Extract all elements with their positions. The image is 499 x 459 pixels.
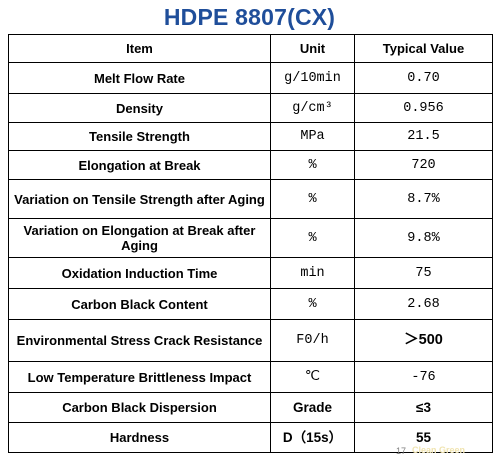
header-item: Item [8, 34, 271, 63]
document-title: HDPE 8807(CX) [163, 4, 336, 30]
cell-value: 0.956 [354, 93, 493, 123]
table-row: Melt Flow Rate g/10min 0.70 [8, 62, 493, 94]
cell-item: Environmental Stress Crack Resistance [8, 319, 271, 362]
cell-item: Variation on Tensile Strength after Agin… [8, 179, 271, 219]
table-row: Carbon Black Content % 2.68 [8, 288, 493, 320]
watermark-logo: Clean Green [412, 445, 466, 455]
cell-value: -76 [354, 361, 493, 393]
cell-unit: MPa [270, 122, 355, 151]
cell-value: 2.68 [354, 288, 493, 320]
cell-unit: ℃ [270, 361, 355, 393]
cell-item: Density [8, 93, 271, 123]
cell-unit: F0/h [270, 319, 355, 362]
cell-item: Elongation at Break [8, 150, 271, 180]
cell-value: 75 [354, 257, 493, 289]
cell-unit: % [270, 288, 355, 320]
cell-unit: min [270, 257, 355, 289]
cell-value: ＞500 [354, 319, 493, 362]
cell-unit: Grade [270, 392, 355, 423]
table-row: Density g/cm³ 0.956 [8, 93, 493, 123]
table-row: Carbon Black Dispersion Grade ≤3 [8, 392, 493, 423]
cell-value: 21.5 [354, 122, 493, 151]
cell-item: Melt Flow Rate [8, 62, 271, 94]
cell-value: ≤3 [354, 392, 493, 423]
table-row: Hardness D（15s） 55 [8, 422, 493, 453]
table-row: Elongation at Break % 720 [8, 150, 493, 180]
cell-item: Tensile Strength [8, 122, 271, 151]
cell-value: 8.7% [354, 179, 493, 219]
table-header-row: Item Unit Typical Value [8, 34, 493, 63]
cell-unit: % [270, 150, 355, 180]
cell-item: Carbon Black Content [8, 288, 271, 320]
cell-value: 55 [354, 422, 493, 453]
table-row: Oxidation Induction Time min 75 [8, 257, 493, 289]
cell-value: 9.8% [354, 218, 493, 258]
cell-item: Carbon Black Dispersion [8, 392, 271, 423]
cell-value: 0.70 [354, 62, 493, 94]
page-number: 17 [396, 446, 407, 456]
cell-unit: g/10min [270, 62, 355, 94]
table-row: Environmental Stress Crack Resistance F0… [8, 319, 493, 362]
cell-unit: D（15s） [270, 422, 355, 453]
table-row: Tensile Strength MPa 21.5 [8, 122, 493, 151]
cell-unit: g/cm³ [270, 93, 355, 123]
properties-table: Item Unit Typical Value Melt Flow Rate g… [8, 34, 493, 453]
cell-value: 720 [354, 150, 493, 180]
header-unit: Unit [270, 34, 355, 63]
table-row: Variation on Tensile Strength after Agin… [8, 179, 493, 219]
cell-item: Oxidation Induction Time [8, 257, 271, 289]
cell-item: Variation on Elongation at Break after A… [8, 218, 271, 258]
cell-item: Hardness [8, 422, 271, 453]
header-typical-value: Typical Value [354, 34, 493, 63]
cell-unit: % [270, 218, 355, 258]
table-row: Low Temperature Brittleness Impact ℃ -76 [8, 361, 493, 393]
table-row: Variation on Elongation at Break after A… [8, 218, 493, 258]
cell-item: Low Temperature Brittleness Impact [8, 361, 271, 393]
cell-unit: % [270, 179, 355, 219]
